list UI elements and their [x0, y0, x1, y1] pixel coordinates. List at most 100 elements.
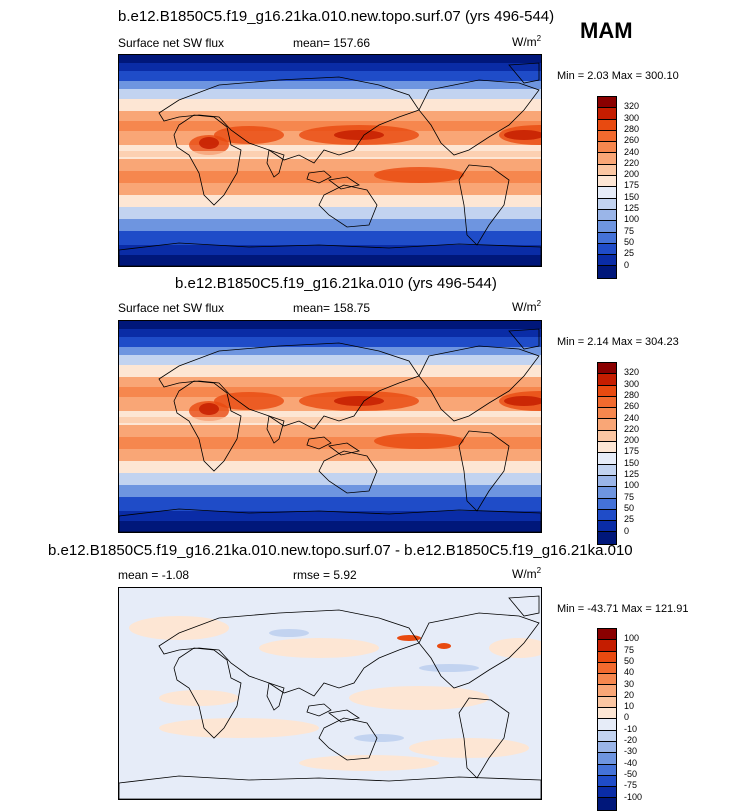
panel-2-units: W/m2 — [512, 299, 542, 314]
colorbar-tick-label: -100 — [624, 791, 643, 802]
coastline — [119, 242, 541, 266]
colorbar-swatch — [598, 685, 616, 697]
panel-2-title: b.e12.B1850C5.f19_g16.21ka.010 (yrs 496-… — [175, 275, 497, 292]
colorbar-swatch — [598, 640, 616, 652]
colorbar-tick-label: 10 — [624, 701, 635, 712]
coastline — [266, 415, 285, 444]
colorbar-tick-label: 30 — [624, 678, 635, 689]
panel-3-colorbar — [597, 628, 617, 811]
colorbar-swatch — [598, 651, 616, 663]
colorbar-tick-label: 260 — [624, 135, 640, 146]
panel-2-minmax: Min = 2.14 Max = 304.23 — [557, 336, 679, 348]
colorbar-swatch — [598, 662, 616, 675]
colorbar-swatch — [598, 176, 616, 188]
colorbar-swatch — [598, 521, 616, 533]
colorbar-tick-label: 125 — [624, 203, 640, 213]
colorbar-swatch — [598, 775, 616, 788]
coastline — [458, 697, 510, 779]
colorbar-tick-label: 280 — [624, 123, 640, 134]
coastline — [173, 647, 242, 739]
coastline — [173, 380, 242, 472]
coastline — [508, 595, 540, 617]
colorbar-swatch — [598, 430, 616, 443]
coastline — [266, 682, 285, 711]
colorbar-tick-label: 150 — [624, 191, 640, 202]
colorbar-tick-label: 320 — [624, 367, 640, 378]
colorbar-swatch — [598, 408, 616, 420]
colorbar-tick-label: 25 — [624, 514, 635, 525]
colorbar-tick-label: 75 — [624, 491, 635, 502]
coastline — [318, 184, 378, 228]
colorbar-swatch — [598, 498, 616, 510]
colorbar-tick-label: 220 — [624, 157, 640, 168]
colorbar-swatch — [598, 487, 616, 499]
coastline — [306, 170, 332, 184]
coastline — [158, 76, 420, 164]
colorbar-swatch — [598, 629, 616, 641]
colorbar-swatch — [598, 419, 616, 431]
colorbar-swatch — [598, 363, 616, 375]
colorbar-tick-label: -10 — [624, 723, 638, 734]
colorbar-tick-label: 20 — [624, 689, 635, 700]
coastline — [318, 717, 378, 761]
colorbar-swatch — [598, 753, 616, 765]
colorbar-tick-label: 150 — [624, 457, 640, 468]
colorbar-tick-label: 320 — [624, 101, 640, 112]
colorbar-tick-label: 220 — [624, 423, 640, 434]
colorbar-swatch — [598, 696, 616, 709]
colorbar-tick-label: 280 — [624, 389, 640, 400]
colorbar-swatch — [598, 108, 616, 120]
coastline — [458, 430, 510, 512]
colorbar-tick-label: 0 — [624, 259, 630, 270]
colorbar-swatch — [598, 97, 616, 109]
colorbar-tick-label: -20 — [624, 735, 638, 745]
coastline — [328, 442, 361, 456]
colorbar-tick-label: 240 — [624, 146, 640, 157]
coastline — [158, 342, 420, 430]
colorbar-swatch — [598, 509, 616, 522]
map-field — [119, 588, 541, 799]
colorbar-tick-label: 100 — [624, 633, 640, 644]
colorbar-tick-label: 175 — [624, 446, 640, 457]
colorbar-swatch — [598, 209, 616, 222]
colorbar-tick-label: 50 — [624, 502, 635, 513]
coastline — [418, 612, 540, 689]
colorbar-swatch — [598, 187, 616, 199]
colorbar-swatch — [598, 243, 616, 256]
coastline — [306, 436, 332, 450]
colorbar-tick-label: -30 — [624, 746, 638, 757]
colorbar-swatch — [598, 221, 616, 233]
coastline — [306, 703, 332, 717]
colorbar-tick-label: 240 — [624, 412, 640, 423]
colorbar-tick-label: 260 — [624, 401, 640, 412]
colorbar-tick-label: 175 — [624, 180, 640, 191]
colorbar-swatch — [598, 453, 616, 465]
colorbar-tick-label: 100 — [624, 214, 640, 225]
panel-1-units: W/m2 — [512, 34, 542, 49]
panel-3-minmax: Min = -43.71 Max = 121.91 — [557, 603, 689, 615]
colorbar-swatch — [598, 142, 616, 154]
colorbar-tick-label: 0 — [624, 525, 630, 536]
coastline — [119, 508, 541, 532]
colorbar-swatch — [598, 232, 616, 244]
panel-3-map — [118, 587, 542, 800]
coastline — [418, 79, 540, 156]
colorbar-tick-label: 25 — [624, 248, 635, 259]
colorbar-tick-label: 75 — [624, 225, 635, 236]
panel-1-map — [118, 54, 542, 267]
colorbar-swatch — [598, 475, 616, 488]
colorbar-tick-label: 300 — [624, 112, 640, 123]
colorbar-swatch — [598, 532, 616, 544]
coastline — [418, 345, 540, 422]
coastline — [328, 709, 361, 723]
colorbar-swatch — [598, 255, 616, 267]
panel-2-mean: mean= 158.75 — [293, 301, 371, 315]
colorbar-swatch — [598, 198, 616, 210]
colorbar-swatch — [598, 674, 616, 686]
coastline — [328, 176, 361, 190]
colorbar-swatch — [598, 119, 616, 131]
colorbar-tick-label: 75 — [624, 644, 635, 655]
colorbar-tick-label: -75 — [624, 780, 638, 791]
colorbar-swatch — [598, 764, 616, 776]
colorbar-tick-label: -50 — [624, 768, 638, 779]
